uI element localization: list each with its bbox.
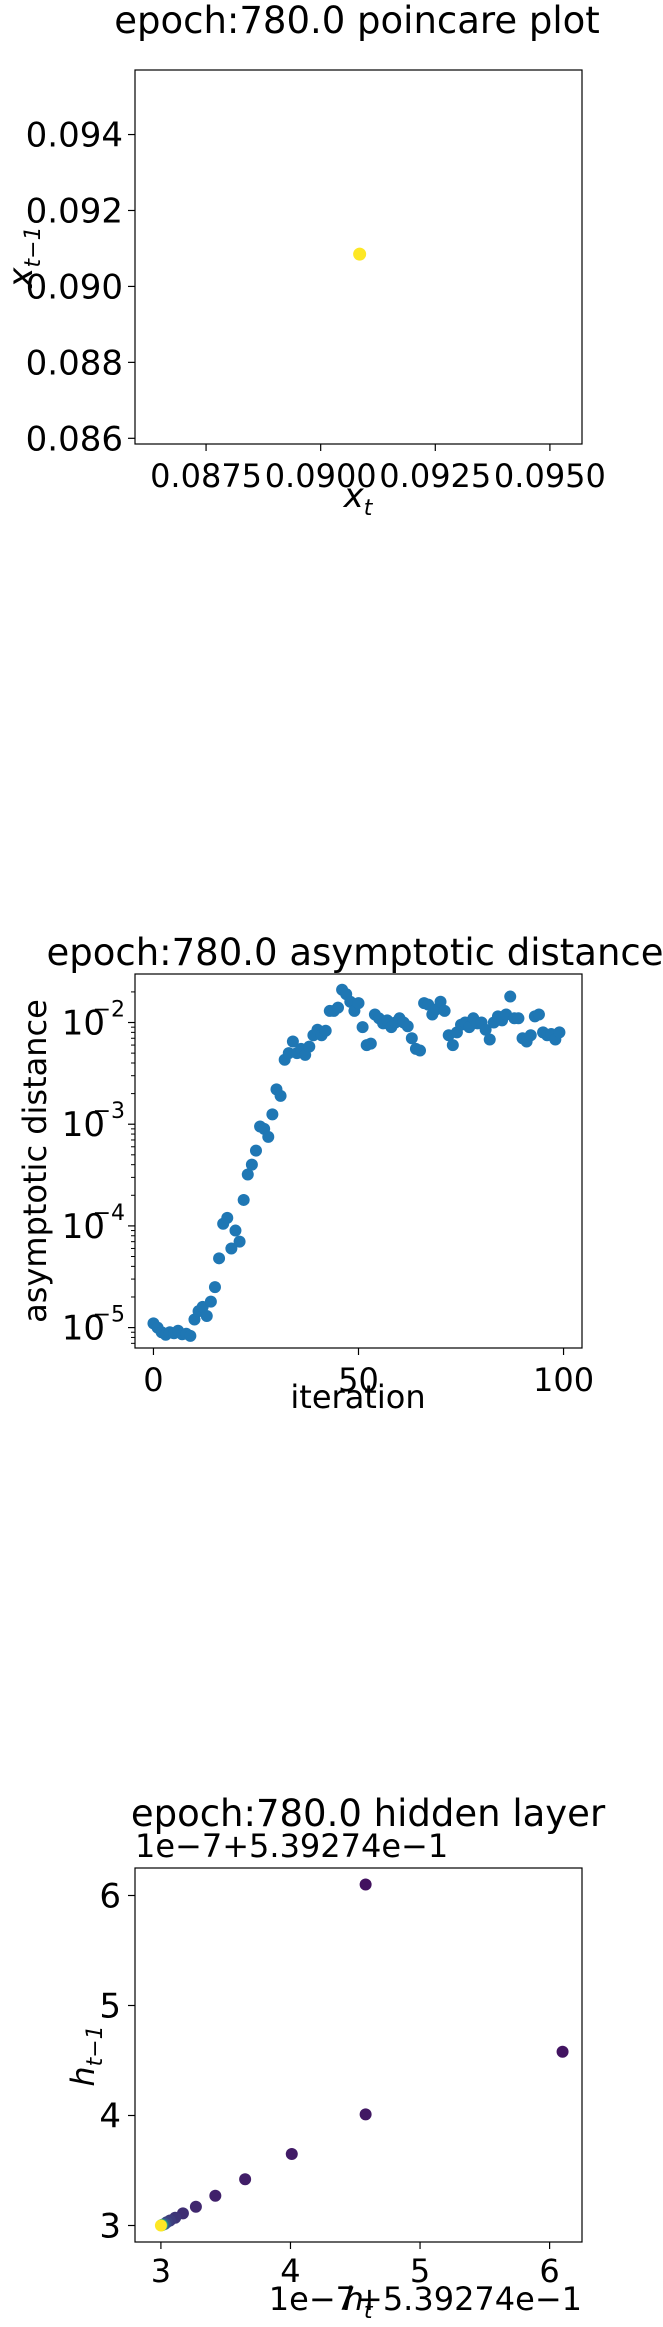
- data-point: [483, 1033, 496, 1046]
- x-tick-label: 6: [539, 2252, 559, 2290]
- chart-title: epoch:780.0 poincare plot: [114, 0, 600, 42]
- hidden-layer-panel: epoch:780.0 hidden layer 1e−7+5.39274e−1…: [0, 1790, 663, 2324]
- data-point: [303, 1040, 316, 1053]
- data-point: [154, 2219, 167, 2232]
- y-tick-label: 0.090: [26, 267, 123, 307]
- y-tick-exponent: −5: [93, 1303, 125, 1328]
- y-tick-label: 10: [62, 1207, 105, 1247]
- data-point: [229, 1224, 242, 1237]
- y-tick-label: 5: [99, 1987, 121, 2027]
- asymptotic-distance-chart: epoch:780.0 asymptotic distance 0 50 100 1…: [16, 931, 663, 1416]
- x-tick-label: 0: [143, 1361, 163, 1399]
- data-point: [434, 995, 447, 1008]
- chart-title: epoch:780.0 asymptotic distance: [46, 931, 663, 974]
- y-offset-label: 1e−7+5.39274e−1: [135, 1827, 448, 1865]
- x-tick-label: 4: [280, 2252, 300, 2290]
- data-point: [359, 1878, 372, 1891]
- y-tick-label: 3: [99, 2207, 121, 2247]
- data-point: [184, 1329, 197, 1342]
- data-point: [331, 1001, 344, 1014]
- y-tick-label: 0.088: [26, 343, 123, 383]
- y-tick-label: 0.092: [26, 191, 123, 231]
- data-point: [237, 1193, 250, 1206]
- x-tick-label: 100: [533, 1361, 594, 1399]
- data-point: [213, 1252, 226, 1265]
- x-offset-label: 1e−7+5.39274e−1: [269, 2280, 582, 2318]
- plot-frame: [134, 1867, 583, 2243]
- y-tick-label: 10: [62, 1309, 105, 1349]
- data-point: [414, 1044, 427, 1057]
- y-tick-exponent: −2: [93, 998, 125, 1023]
- x-tick-label: 0.0950: [494, 457, 606, 495]
- data-point: [204, 1295, 217, 1308]
- data-point: [405, 1032, 418, 1045]
- data-point: [286, 1035, 299, 1048]
- data-point: [233, 1235, 246, 1248]
- y-tick-label: 4: [99, 2097, 121, 2137]
- plot-frame: [134, 69, 583, 445]
- data-point: [245, 1158, 258, 1171]
- data-point: [285, 2148, 298, 2160]
- y-tick-exponent: −4: [93, 1201, 125, 1226]
- x-axis-label: iteration: [290, 1378, 425, 1416]
- data-point: [189, 2200, 202, 2213]
- data-point: [352, 997, 365, 1010]
- data-point: [274, 1089, 287, 1102]
- data-point: [364, 1037, 377, 1050]
- data-point: [553, 1026, 566, 1039]
- data-point: [353, 247, 367, 261]
- poincare-chart: epoch:780.0 poincare plot 0.0875 0.0900 0.…: [1, 0, 606, 521]
- data-point: [241, 1168, 254, 1181]
- data-point: [446, 1039, 459, 1052]
- data-point: [208, 1281, 221, 1294]
- x-tick-label: 0.0875: [150, 457, 262, 495]
- data-point: [225, 1242, 238, 1255]
- data-point: [356, 1021, 369, 1034]
- x-axis-label: ht: [344, 2280, 374, 2323]
- data-point: [266, 1108, 279, 1121]
- data-point: [200, 1310, 213, 1323]
- y-axis-label: ht−1: [64, 2025, 108, 2086]
- x-tick-label: 5: [410, 2252, 430, 2290]
- chart-title: epoch:780.0 hidden layer: [131, 1792, 606, 1835]
- x-axis-label: xt: [343, 476, 374, 521]
- data-point: [524, 1029, 537, 1042]
- poincare-panel: epoch:780.0 poincare plot 0.0875 0.0900 0.…: [0, 0, 663, 560]
- data-point: [239, 2173, 252, 2186]
- y-tick-exponent: −3: [93, 1099, 125, 1124]
- data-point: [556, 2045, 569, 2058]
- y-axis-label: asymptotic distance: [16, 999, 54, 1323]
- x-tick-label: 0.0925: [379, 457, 491, 495]
- y-tick-label: 10: [62, 1105, 105, 1145]
- data-point: [319, 1024, 332, 1037]
- x-tick-label: 3: [151, 2252, 171, 2290]
- y-tick-label: 0.094: [26, 116, 123, 156]
- y-tick-label: 6: [99, 1877, 121, 1917]
- data-point: [221, 1211, 234, 1224]
- x-tick-label: 0.0900: [265, 457, 377, 495]
- data-point: [359, 2108, 372, 2121]
- x-tick-label: 50: [338, 1361, 379, 1399]
- data-point: [401, 1020, 414, 1033]
- y-axis-label: xt−1: [1, 226, 46, 288]
- data-point: [504, 990, 517, 1003]
- y-tick-label: 0.086: [26, 419, 123, 459]
- data-point: [512, 1012, 525, 1025]
- hidden-layer-chart: epoch:780.0 hidden layer 1e−7+5.39274e−1…: [64, 1792, 606, 2324]
- y-tick-label: 10: [62, 1004, 105, 1044]
- data-point: [249, 1144, 262, 1157]
- data-point: [209, 2189, 222, 2202]
- data-point: [532, 1008, 545, 1021]
- data-point: [262, 1130, 275, 1143]
- data-point: [479, 1023, 492, 1036]
- data-point: [282, 1047, 295, 1060]
- data-point: [438, 1004, 451, 1017]
- asymptotic-distance-panel: epoch:780.0 asymptotic distance 0 50 100 1…: [0, 920, 663, 1440]
